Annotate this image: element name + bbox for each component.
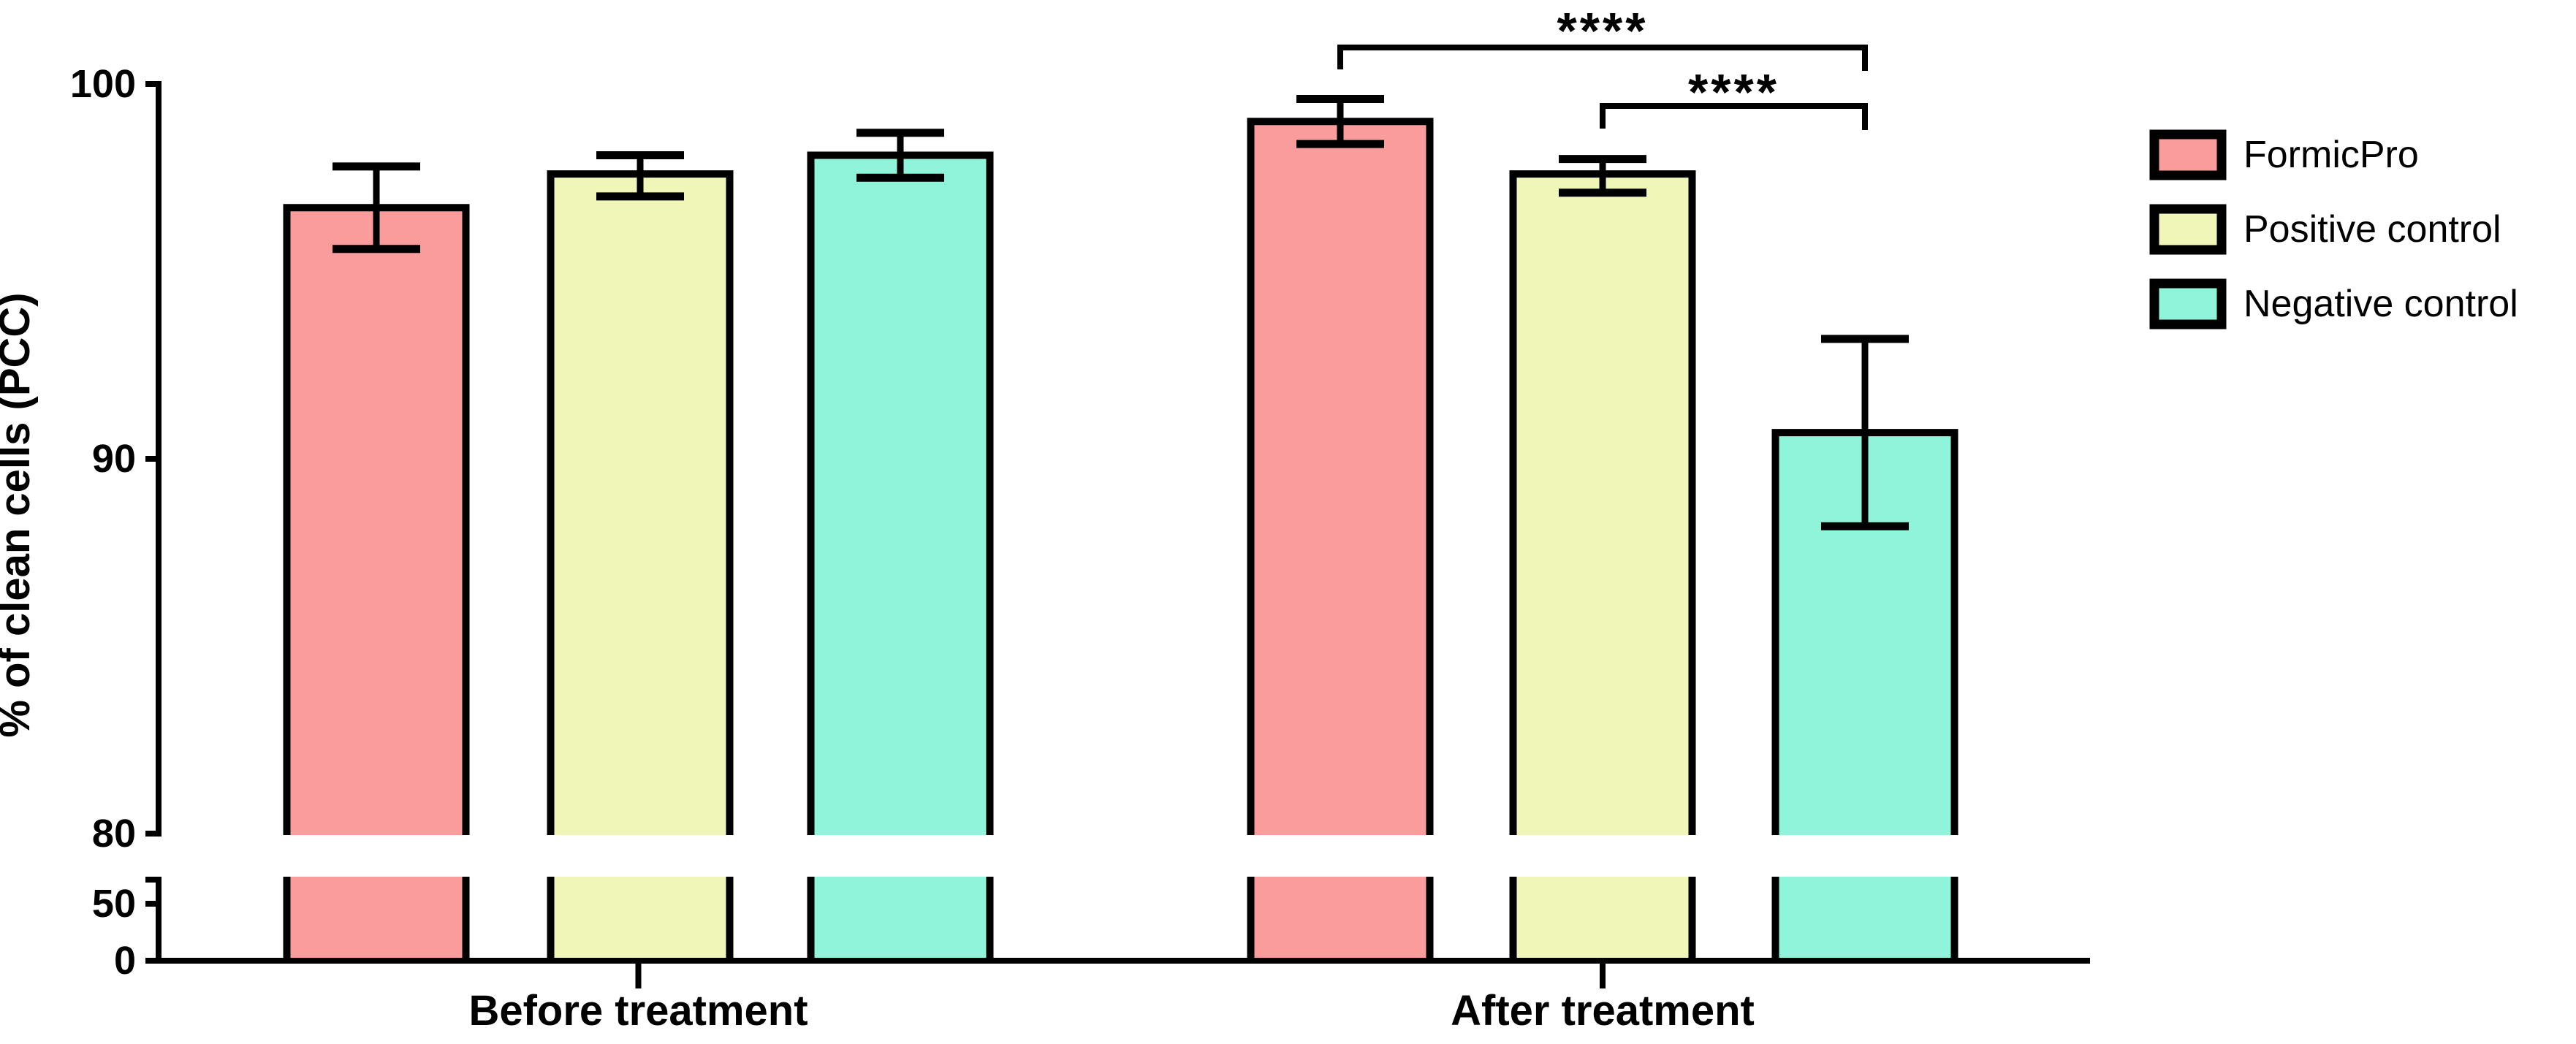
bar-before-treatment-positive-control (550, 174, 730, 835)
legend: FormicPro Positive control Negative cont… (2149, 129, 2518, 329)
legend-label-formicpro: FormicPro (2243, 134, 2419, 176)
bar-base-outline-before-treatment-formicpro (283, 877, 470, 961)
y-axis-tick-label-50: 50 (92, 882, 136, 926)
significance-label-1: **** (1557, 2, 1649, 59)
plot-area: 100 90 80 50 0 Before treatment After treatmen… (70, 2, 2090, 1035)
bar-base-before-treatment-formicpro (286, 877, 466, 961)
legend-item-formicpro: FormicPro (2149, 129, 2419, 180)
bar-base-outline-after-treatment-formicpro (1247, 877, 1434, 961)
legend-swatch-formicpro-icon (2149, 129, 2227, 180)
bar-base-outline-after-treatment-negative-control (1771, 877, 1958, 961)
legend-label-positive-control: Positive control (2243, 208, 2501, 251)
bar-base-after-treatment-positive-control (1513, 877, 1692, 961)
x-axis-label-after-treatment: After treatment (1451, 987, 1755, 1035)
y-axis-tick-label-100: 100 (70, 62, 136, 106)
significance-bracket-1 (1337, 45, 1868, 71)
x-axis-label-before-treatment: Before treatment (468, 987, 808, 1035)
legend-item-positive-control: Positive control (2149, 204, 2501, 255)
significance-label-2: **** (1688, 64, 1779, 121)
bar-after-treatment-positive-control (1513, 174, 1692, 835)
bar-before-treatment-negative-control (810, 155, 990, 836)
bar-base-outline-after-treatment-positive-control (1509, 877, 1696, 961)
legend-swatch-positive-control-icon (2149, 204, 2227, 255)
y-axis-tick-label-0: 0 (114, 939, 136, 983)
bar-base-before-treatment-negative-control (810, 877, 990, 961)
y-axis-tick-label-80: 80 (92, 812, 136, 856)
bar-base-after-treatment-formicpro (1250, 877, 1430, 961)
bar-after-treatment-formicpro (1250, 121, 1430, 836)
legend-label-negative-control: Negative control (2243, 283, 2518, 325)
legend-item-negative-control: Negative control (2149, 278, 2518, 329)
y-axis-tick-label-90: 90 (92, 437, 136, 481)
bar-base-before-treatment-positive-control (550, 877, 730, 961)
bar-base-outline-before-treatment-positive-control (547, 877, 734, 961)
significance-bracket-2 (1600, 103, 1868, 130)
legend-swatch-negative-control-icon (2149, 278, 2227, 329)
bar-base-after-treatment-negative-control (1775, 877, 1955, 961)
bar-before-treatment-formicpro (286, 207, 466, 835)
y-axis-title: % of clean cells (PCC) (0, 292, 39, 737)
bar-base-outline-before-treatment-negative-control (807, 877, 994, 961)
